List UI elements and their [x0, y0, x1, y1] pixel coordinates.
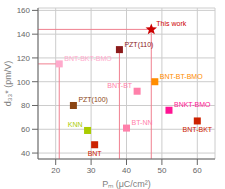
svg-text:30: 30: [87, 166, 96, 175]
svg-text:PZT(100): PZT(100): [78, 96, 108, 104]
svg-text:Pₘ (μC/cm²): Pₘ (μC/cm²): [102, 179, 151, 189]
svg-text:BNKT-BMO: BNKT-BMO: [174, 101, 211, 108]
svg-text:KNN: KNN: [68, 121, 83, 128]
svg-text:BNT: BNT: [88, 150, 103, 157]
svg-text:50: 50: [157, 166, 166, 175]
svg-text:BNT-BKT-BMO: BNT-BKT-BMO: [64, 55, 112, 62]
svg-text:40: 40: [122, 166, 131, 175]
svg-text:BNT-BT: BNT-BT: [107, 82, 133, 89]
svg-text:100: 100: [17, 78, 31, 87]
svg-text:60: 60: [21, 125, 30, 134]
svg-text:BNT-BT-BMO: BNT-BT-BMO: [160, 73, 203, 80]
svg-text:BNT-BKT: BNT-BKT: [183, 126, 213, 133]
svg-text:160: 160: [17, 6, 31, 15]
svg-text:60: 60: [193, 166, 202, 175]
svg-text:40: 40: [21, 149, 30, 158]
svg-text:d₃₃* (pm/V): d₃₃* (pm/V): [8, 61, 13, 106]
svg-text:80: 80: [21, 101, 30, 110]
svg-text:120: 120: [17, 54, 31, 63]
svg-text:PZT(110): PZT(110): [124, 41, 153, 49]
svg-text:This work: This work: [156, 20, 186, 27]
svg-text:140: 140: [17, 30, 31, 39]
svg-text:20: 20: [51, 166, 60, 175]
svg-text:BT-NN: BT-NN: [132, 119, 153, 126]
